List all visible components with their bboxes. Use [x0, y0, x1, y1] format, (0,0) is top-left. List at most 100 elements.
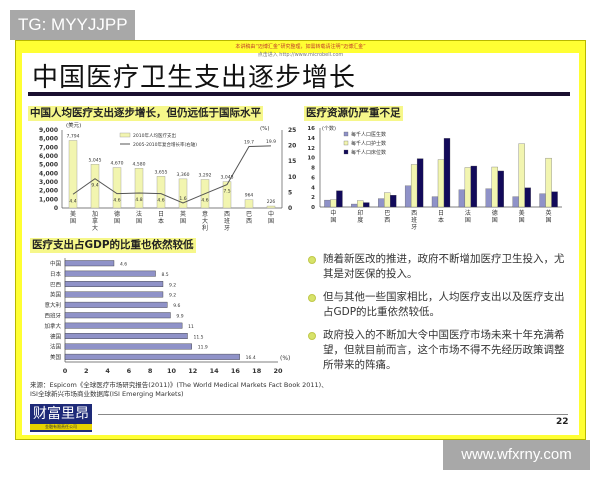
category-label: 西班牙 — [44, 312, 61, 320]
bar-value-label: 4.6 — [120, 262, 127, 268]
bar-value-label: 3,292 — [199, 172, 212, 178]
line-value-label: 4.6 — [201, 198, 208, 204]
bar-日本-1 — [437, 159, 445, 208]
category-label: 利 — [202, 224, 208, 232]
legend-swatch — [343, 149, 349, 155]
y-tick-label: 2,000 — [39, 188, 58, 195]
y-tick-label: 8,000 — [39, 136, 58, 143]
bar-中国-1 — [330, 199, 337, 208]
x-tick-label: 16 — [231, 367, 241, 375]
bar-日本 — [64, 270, 156, 277]
legend-bar-label: 2010年人均医疗支出 — [133, 132, 176, 139]
category-label: 大 — [92, 224, 98, 232]
y-axis-unit: (个数) — [322, 125, 336, 132]
bar-印度-0 — [351, 203, 358, 208]
category-label: 国 — [114, 218, 120, 225]
bullet-dot-icon — [308, 294, 316, 302]
category-label: 本 — [158, 217, 164, 225]
line-value-label: 4.6 — [113, 198, 120, 204]
bar-美国-2 — [524, 187, 531, 208]
category-label: 拿 — [92, 217, 98, 225]
bar-德国 — [112, 167, 122, 209]
bar-德国 — [64, 333, 188, 340]
source-note: 来源：Espicom《全球医疗市场研究报告(2011)》(The World M… — [30, 381, 328, 398]
y2-tick-label: 25 — [288, 127, 296, 134]
line-value-label: 4.4 — [69, 198, 76, 204]
category-label: 国 — [465, 217, 471, 224]
x-tick-label: 4 — [105, 367, 110, 375]
category-label: 西 — [246, 218, 252, 225]
bar-value-label: 3,048 — [221, 175, 234, 181]
bullet-item: 但与其他一些国家相比，人均医疗支出以及医疗支出占GDP的比重依然较低。 — [308, 290, 568, 320]
y-tick-label: 4 — [311, 185, 315, 191]
category-label: 国 — [330, 217, 336, 224]
notice-text: 本讲稿由“迈博汇金”研究整理，如需转载请注明“迈博汇金” — [235, 44, 366, 50]
x-tick-label: 6 — [127, 367, 132, 375]
category-label: 日本 — [50, 270, 62, 278]
legend-bar-swatch — [119, 132, 131, 138]
bar-印度-1 — [357, 200, 364, 208]
y-tick-label: 6 — [311, 175, 315, 181]
y-tick-label: 6,000 — [39, 153, 58, 160]
bar-英国-2 — [551, 191, 558, 208]
x-tick-label: 8 — [148, 367, 153, 375]
bar-中国 — [266, 205, 276, 209]
bar-巴西-2 — [390, 195, 397, 208]
bar-巴西-1 — [384, 192, 391, 208]
y2-tick-label: 10 — [288, 174, 296, 181]
bar-value-label: 9.9 — [176, 314, 183, 320]
x-tick-label: 2 — [84, 367, 89, 375]
y-tick-label: 10 — [307, 156, 315, 162]
growth-line — [72, 145, 272, 204]
bar-美国-1 — [518, 143, 525, 208]
y2-tick-label: 5 — [288, 189, 292, 196]
y-tick-label: 14 — [307, 136, 315, 142]
y2-axis-unit: (%) — [260, 126, 270, 132]
y-tick-label: 7,000 — [39, 144, 58, 151]
y-axis-unit: (美元) — [66, 121, 81, 129]
x-tick-label: 0 — [63, 367, 68, 375]
category-label: 巴 — [246, 211, 252, 218]
category-label: 日 — [438, 210, 444, 217]
y-tick-label: 5,000 — [39, 162, 58, 169]
y-tick-label: 8 — [311, 166, 315, 172]
category-label: 西 — [224, 211, 230, 218]
category-label: 加拿大 — [44, 322, 61, 330]
watermark-top: TG: MYYJJPP — [10, 10, 135, 40]
y2-tick-label: 20 — [288, 143, 296, 150]
bar-意大利 — [64, 301, 168, 308]
category-label: 度 — [357, 216, 363, 224]
chart-gdp-share: 0 2 4 6 8 10 12 14 16 18 20 中国 4.6 日本 8.5 巴西 9.2 英国 9.2 意大利… — [44, 258, 290, 375]
category-label: 德 — [114, 210, 120, 218]
category-label: 国 — [519, 217, 525, 224]
bar-value-label: 4,580 — [133, 161, 146, 167]
legend-label: 每千人口护士数 — [351, 140, 386, 147]
legend-swatch — [343, 140, 349, 146]
bar-value-label: 9.2 — [169, 293, 176, 299]
bar-美国 — [64, 353, 240, 360]
bullet-item: 随着新医改的推进，政府不断增加医疗卫生投入，尤其是对医保的投入。 — [308, 252, 568, 282]
bar-value-label: 7,794 — [67, 133, 80, 139]
bar-英国-0 — [539, 193, 546, 208]
y-tick-label: 9,000 — [39, 127, 58, 134]
notice-link[interactable]: 点击进入 http://www.microbell.com — [257, 52, 344, 58]
bar-法国 — [134, 168, 144, 209]
y-tick-label: 0 — [54, 205, 58, 212]
bar-西班牙-2 — [416, 158, 424, 208]
line-value-label: 7.5 — [223, 189, 230, 195]
category-label: 巴西 — [50, 281, 62, 288]
category-label: 牙 — [411, 224, 417, 231]
category-label: 意 — [202, 210, 208, 218]
bar-日本-2 — [443, 138, 451, 208]
bullet-list: 随着新医改的推进，政府不断增加医疗卫生投入，尤其是对医保的投入。 但与其他一些国… — [308, 252, 568, 381]
bullet-dot-icon — [308, 256, 316, 264]
category-label: 德 — [492, 209, 498, 217]
bar-印度-2 — [363, 202, 370, 208]
bar-value-label: 5,045 — [89, 157, 102, 163]
bar-德国-1 — [491, 166, 498, 208]
line-value-label: 19.7 — [244, 140, 254, 146]
bar-value-label: 3,360 — [177, 172, 190, 178]
line-value-label: 19.9 — [266, 139, 276, 145]
category-label: 印 — [357, 210, 363, 217]
